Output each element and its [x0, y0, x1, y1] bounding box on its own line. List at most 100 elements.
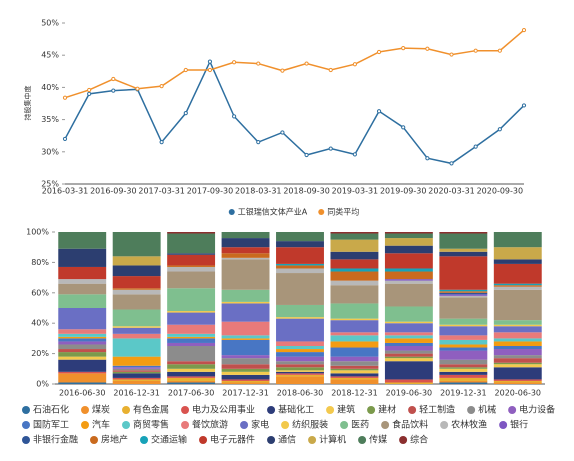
bar-segment [276, 367, 324, 371]
x-tick-label: 2020-03-31 [428, 187, 475, 196]
legend-label: 电力设备 [519, 404, 555, 416]
bar-segment [221, 232, 270, 239]
point [497, 127, 502, 132]
point [135, 86, 140, 91]
bar-segment [58, 341, 107, 345]
bar-segment [221, 303, 270, 322]
legend-label: 计算机 [319, 434, 346, 446]
bar-segment [439, 382, 488, 384]
bar-segment [58, 344, 107, 350]
legend-label: 汽车 [92, 419, 110, 431]
y-tick-label: 20% [31, 349, 49, 358]
bar-segment [439, 233, 488, 249]
y-tick-label: 35% [41, 115, 59, 124]
bar-segment [221, 321, 270, 336]
bar-segment [167, 288, 216, 312]
point [473, 144, 478, 149]
bar-segment [330, 379, 379, 384]
bar-segment [276, 352, 324, 357]
bar-segment [493, 289, 542, 321]
bar-segment [384, 338, 433, 343]
bar-segment [493, 380, 542, 383]
point [207, 59, 213, 64]
bar-segment [439, 295, 488, 298]
bar-segment [167, 311, 216, 313]
bar-segment [112, 338, 161, 357]
bar-segment [493, 338, 542, 342]
y-tick-label: 80% [31, 258, 49, 267]
bar-segment [330, 377, 379, 380]
x-tick-label: 2020-09-30 [477, 187, 524, 196]
bar-segment [439, 364, 488, 368]
bar-segment [58, 308, 107, 330]
legend-label: 家电 [251, 419, 269, 431]
bar-segment [221, 301, 270, 304]
point [256, 140, 261, 145]
point [425, 156, 430, 161]
bar-segment [384, 335, 433, 339]
bar-segment [276, 374, 324, 377]
bar-segment [58, 279, 107, 284]
legend-label: 建筑 [337, 404, 355, 416]
bar-segment [493, 358, 542, 363]
bar-segment [112, 288, 161, 290]
bar-segment [167, 377, 216, 381]
bar-segment [58, 349, 107, 353]
bar-segment [384, 353, 433, 357]
bar-segment [330, 332, 379, 336]
bar-segment [439, 380, 488, 383]
bar-segment [384, 346, 433, 351]
bar-segment [439, 297, 488, 319]
bar-segment [221, 368, 270, 372]
legend-label: 国防军工 [33, 419, 69, 431]
bar-segment [276, 265, 324, 269]
x-tick-label: 2018-06-30 [277, 389, 324, 398]
point [521, 103, 527, 108]
bar-segment [330, 341, 379, 348]
bar-segment [276, 364, 324, 368]
bar-segment [276, 318, 324, 342]
bar-segment [167, 380, 216, 383]
point [449, 161, 454, 166]
point [328, 67, 333, 73]
legend-marker [181, 406, 190, 414]
legend-marker [367, 406, 376, 414]
bar-segment [276, 241, 324, 248]
legend-marker [308, 436, 317, 444]
bar-segment [112, 365, 161, 368]
point [521, 27, 527, 33]
bar-segment [221, 335, 270, 339]
bar-segment [276, 356, 324, 362]
point [328, 146, 333, 151]
bar-segment [112, 327, 161, 334]
bar-segment [112, 309, 161, 327]
legend-marker [81, 421, 90, 429]
x-tick-label: 2016-03-31 [42, 187, 89, 196]
bar-segment [384, 245, 433, 254]
bar-segment [58, 283, 107, 295]
legend-label: 餐饮旅游 [192, 419, 228, 431]
bar-segment [112, 371, 161, 374]
bar-segment [330, 259, 379, 269]
bar-segment [384, 342, 433, 346]
bar-segment [276, 349, 324, 353]
bar-segment [439, 248, 488, 252]
bar-segment [167, 254, 216, 266]
bar-segment [221, 371, 270, 375]
point [232, 60, 237, 65]
bar-segment [112, 326, 161, 328]
y-tick-label: 0% [36, 380, 49, 389]
bar-segment [384, 379, 433, 383]
x-tick-label: 2018-09-30 [283, 187, 330, 196]
point [87, 91, 92, 96]
bar-segment [439, 359, 488, 365]
point [159, 84, 164, 89]
bar-segment [221, 259, 270, 290]
legend-marker [22, 436, 30, 444]
bar-segment [439, 350, 488, 360]
line [64, 59, 525, 165]
bar-segment [384, 361, 433, 380]
bar-segment [439, 374, 488, 378]
legend-marker [267, 406, 276, 414]
point [449, 52, 454, 57]
